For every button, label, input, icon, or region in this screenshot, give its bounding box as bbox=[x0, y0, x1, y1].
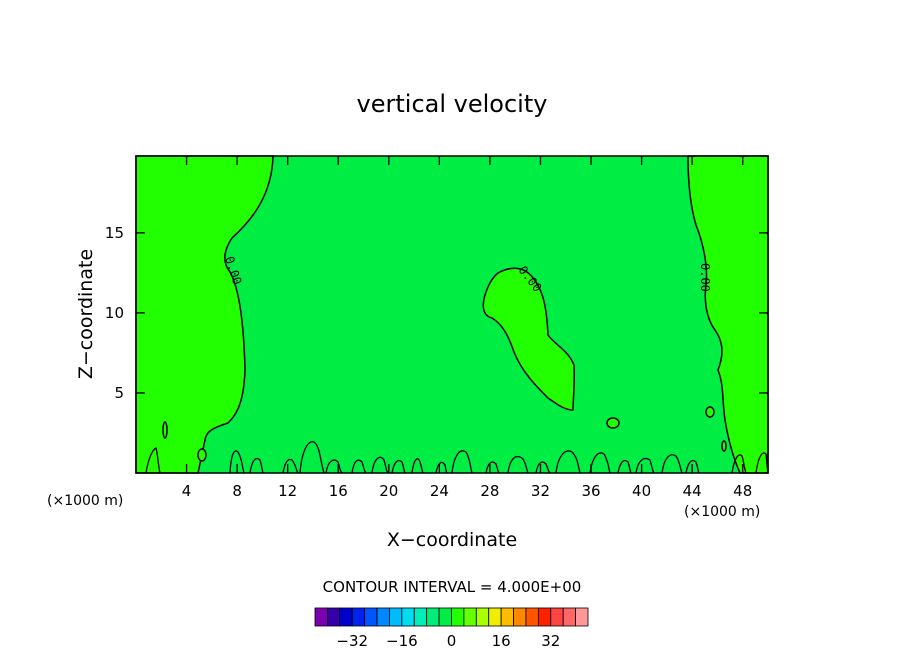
region-right bbox=[687, 155, 769, 474]
contour-small-5 bbox=[721, 440, 727, 452]
x-tick-label: 4 bbox=[182, 482, 192, 500]
colorbar-swatch bbox=[351, 607, 366, 627]
x-tick-label: 40 bbox=[632, 482, 651, 500]
colorbar-swatch bbox=[463, 607, 477, 627]
x-tick-label: 24 bbox=[430, 482, 449, 500]
plot-frame bbox=[135, 155, 769, 474]
colorbar-swatch bbox=[562, 607, 576, 627]
x-tick-label: 8 bbox=[232, 482, 242, 500]
colorbar-swatch bbox=[438, 607, 452, 627]
contour-small-2 bbox=[705, 406, 715, 418]
colorbar-swatch bbox=[364, 607, 378, 627]
colorbar-tick-label: 16 bbox=[492, 632, 511, 650]
y-tick-label: 15 bbox=[105, 224, 124, 242]
x-tick-label: 12 bbox=[278, 482, 297, 500]
y-unit-label: (×1000 m) bbox=[47, 493, 123, 509]
y-axis-ticks: 5 10 15 bbox=[105, 224, 768, 402]
colorbar-ticks: −32 −16 0 16 32 bbox=[336, 632, 560, 650]
x-tick-label: 36 bbox=[581, 482, 600, 500]
chart-title: vertical velocity bbox=[357, 90, 548, 118]
contour-small-1 bbox=[606, 417, 620, 429]
colorbar-swatch bbox=[525, 607, 539, 627]
colorbar-tick-label: −16 bbox=[386, 632, 418, 650]
colorbar bbox=[314, 607, 589, 627]
x-axis-title: X−coordinate bbox=[387, 529, 517, 551]
x-tick-label: 44 bbox=[683, 482, 702, 500]
colorbar-tick-label: 0 bbox=[447, 632, 457, 650]
x-unit-label: (×1000 m) bbox=[684, 504, 760, 520]
colorbar-swatch bbox=[513, 607, 527, 627]
y-tick-label: 5 bbox=[114, 384, 124, 402]
colorbar-swatch bbox=[575, 607, 589, 627]
colorbar-swatch bbox=[314, 607, 328, 627]
colorbar-swatch bbox=[389, 607, 403, 627]
colorbar-swatch bbox=[451, 607, 465, 627]
y-tick-label: 10 bbox=[105, 304, 124, 322]
x-axis-ticks: 4 8 12 16 20 24 28 32 36 40 44 48 bbox=[182, 156, 752, 500]
x-tick-label: 20 bbox=[379, 482, 398, 500]
x-tick-label: 16 bbox=[329, 482, 348, 500]
contour-interval: CONTOUR INTERVAL = 4.000E+00 bbox=[323, 578, 582, 596]
contour-small-3 bbox=[162, 421, 168, 439]
colorbar-swatch bbox=[550, 607, 564, 627]
colorbar-swatch bbox=[426, 607, 440, 627]
colorbar-tick-label: 32 bbox=[541, 632, 560, 650]
region-middle bbox=[482, 267, 576, 411]
plot-area: 0.00 0.00 0.00 bbox=[135, 155, 769, 474]
colorbar-swatch bbox=[327, 607, 341, 627]
colorbar-swatch bbox=[488, 607, 502, 627]
colorbar-swatch bbox=[401, 607, 415, 627]
y-axis-title: Z−coordinate bbox=[75, 249, 97, 379]
colorbar-swatch bbox=[413, 607, 428, 627]
colorbar-swatch bbox=[339, 607, 353, 627]
contour-label-right: 0.00 bbox=[698, 263, 712, 292]
x-tick-label: 32 bbox=[531, 482, 550, 500]
colorbar-swatch bbox=[537, 607, 552, 627]
x-tick-label: 28 bbox=[480, 482, 499, 500]
colorbar-swatch bbox=[500, 607, 514, 627]
contour-small-4 bbox=[197, 448, 207, 462]
region-left bbox=[135, 155, 274, 474]
contour-bottom-wiggles bbox=[145, 441, 769, 474]
colorbar-tick-label: −32 bbox=[336, 632, 368, 650]
x-tick-label: 48 bbox=[733, 482, 752, 500]
colorbar-swatch bbox=[376, 607, 390, 627]
colorbar-swatch bbox=[475, 607, 490, 627]
